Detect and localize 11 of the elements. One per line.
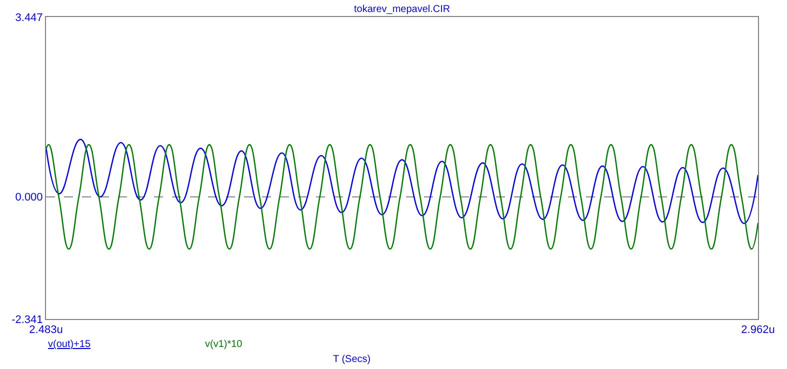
y-tick-label: 3.447: [15, 12, 43, 24]
x-axis-title: T (Secs): [333, 354, 371, 365]
line-series: [46, 138, 758, 224]
text: v(out)+15: [48, 339, 91, 350]
line-series: [46, 144, 758, 250]
x-tick-label: 2.483u: [29, 324, 63, 336]
x-tick-label: 2.962u: [741, 324, 775, 336]
chart-title: tokarev_mepavel.CIR: [354, 4, 450, 15]
y-tick-label: 0.000: [15, 192, 43, 204]
y-tick-label: -2.341: [12, 314, 43, 326]
text: v(v1)*10: [205, 339, 243, 350]
